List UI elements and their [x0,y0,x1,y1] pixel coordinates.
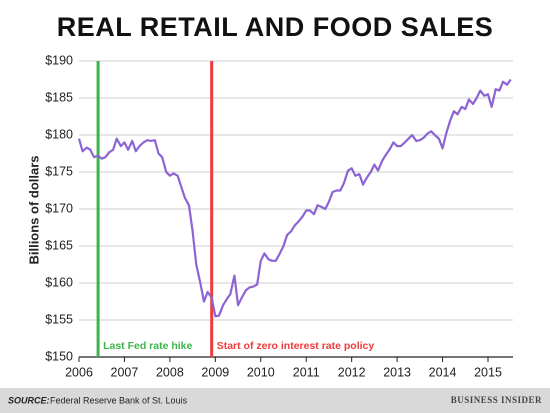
data-line [77,78,512,318]
y-tick-label: $180 [45,127,73,141]
source-text: Federal Reserve Bank of St. Louis [50,395,188,405]
marker-label: Start of zero interest rate policy [217,340,375,352]
y-tick-label: $170 [45,201,73,215]
x-tick-label: 2006 [65,365,93,379]
y-tick-label: $190 [45,53,73,67]
y-tick-label: $155 [45,312,73,326]
x-tick-label: 2008 [156,365,184,379]
y-tick-label: $165 [45,238,73,252]
x-tick-label: 2009 [201,365,229,379]
y-tick-label: $175 [45,164,73,178]
footer-bar [0,388,550,413]
source-label: SOURCE: [8,395,50,405]
chart-title: REAL RETAIL AND FOOD SALES [57,12,494,42]
y-axis-label: Billions of dollars [26,155,41,264]
x-tick-label: 2012 [338,365,366,379]
y-tick-label: $160 [45,275,73,289]
x-tick-label: 2011 [293,365,320,379]
y-tick-label: $150 [45,349,73,363]
y-tick-label: $185 [45,90,73,104]
x-tick-label: 2013 [383,365,411,379]
x-tick-label: 2007 [111,365,139,379]
x-tick-label: 2015 [474,365,502,379]
marker-label: Last Fed rate hike [103,340,192,352]
x-tick-label: 2014 [429,365,457,379]
x-tick-label: 2010 [247,365,275,379]
brand: BUSINESS INSIDER [451,395,542,405]
